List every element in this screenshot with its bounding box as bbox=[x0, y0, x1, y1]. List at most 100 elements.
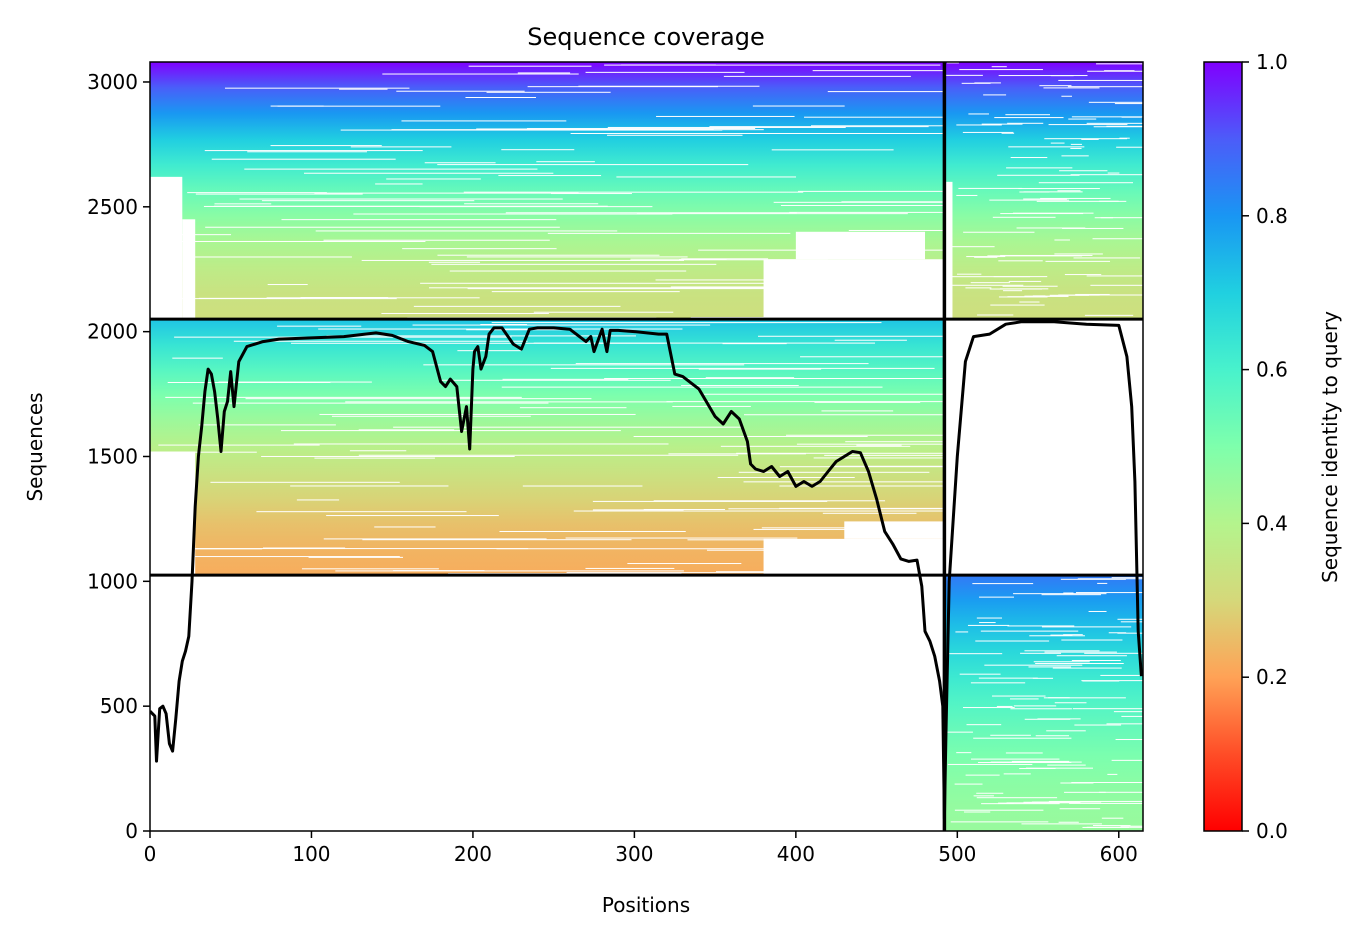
coverage-gap-line bbox=[1121, 715, 1143, 717]
coverage-gap-line bbox=[998, 75, 1088, 77]
coverage-gap-line bbox=[314, 457, 435, 459]
coverage-gap-line bbox=[1023, 198, 1067, 200]
coverage-gap-line bbox=[1061, 639, 1123, 641]
coverage-gap-line bbox=[681, 385, 799, 387]
coverage-gap-line bbox=[627, 563, 742, 565]
coverage-gap-line bbox=[1111, 759, 1143, 761]
coverage-gap-line bbox=[1046, 730, 1086, 732]
coverage-gap-line bbox=[1096, 63, 1143, 65]
coverage-gap-line bbox=[973, 795, 994, 797]
coverage-gap-line bbox=[496, 548, 857, 550]
coverage-gap-line bbox=[1048, 697, 1070, 699]
coverage-gap-line bbox=[323, 538, 547, 540]
coverage-gap-line bbox=[256, 511, 467, 513]
coverage-gap-line bbox=[811, 125, 945, 127]
coverage-gap-line bbox=[468, 65, 592, 67]
x-tick-label: 0 bbox=[144, 842, 157, 866]
coverage-gap-line bbox=[1090, 284, 1143, 286]
coverage-gap-line bbox=[293, 443, 669, 445]
coverage-gap-line bbox=[758, 335, 945, 337]
coverage-gap-line bbox=[1023, 801, 1035, 803]
coverage-gap-line bbox=[1057, 190, 1081, 192]
coverage-gap-line bbox=[438, 379, 671, 381]
coverage-gap-line bbox=[1097, 582, 1108, 584]
coverage-gap-line bbox=[981, 123, 1023, 125]
coverage-gap-line bbox=[1072, 708, 1143, 710]
coverage-gap-line bbox=[464, 203, 599, 205]
coverage-gap-line bbox=[984, 664, 1083, 666]
coverage-gap-line bbox=[991, 66, 1007, 68]
coverage-gap-line bbox=[970, 682, 1026, 684]
coverage-gap-line bbox=[980, 630, 1079, 632]
coverage-gap-line bbox=[522, 485, 643, 487]
x-tick-label: 400 bbox=[777, 842, 815, 866]
coverage-gap-line bbox=[570, 132, 945, 134]
coverage-gap-line bbox=[1032, 295, 1046, 297]
coverage-gap-line bbox=[955, 631, 969, 633]
coverage-gap-line bbox=[1101, 817, 1124, 819]
coverage-gap-line bbox=[1037, 718, 1081, 720]
coverage-gap-line bbox=[1016, 227, 1086, 229]
coverage-gap-line bbox=[1086, 826, 1143, 828]
coverage-gap-line bbox=[291, 342, 665, 344]
coverage-gap-line bbox=[526, 128, 756, 130]
colorbar-tick-label: 0.4 bbox=[1256, 511, 1288, 535]
coverage-gap-line bbox=[827, 91, 945, 93]
coverage-gap-line bbox=[1037, 295, 1069, 297]
coverage-gap-line bbox=[990, 734, 1031, 736]
coverage-gap-line bbox=[1064, 791, 1106, 793]
coverage-gap-line bbox=[261, 455, 515, 457]
coverage-gap-line bbox=[465, 96, 536, 98]
coverage-gap-line bbox=[993, 276, 1048, 278]
coverage-gap-line bbox=[1120, 825, 1143, 827]
coverage-gap-line bbox=[247, 151, 367, 153]
coverage-gap-line bbox=[1064, 274, 1102, 276]
coverage-gap-line bbox=[1100, 217, 1143, 219]
coverage-gap-line bbox=[975, 640, 1050, 642]
coverage-gap-line bbox=[1007, 625, 1075, 627]
coverage-gap-line bbox=[533, 342, 876, 344]
coverage-gap-line bbox=[1061, 155, 1089, 157]
coverage-gap-line bbox=[959, 69, 1043, 71]
coverage-gap-line bbox=[204, 150, 423, 152]
coverage-gap-line bbox=[1073, 257, 1141, 259]
coverage-gap-line bbox=[949, 653, 1003, 655]
coverage-gap-line bbox=[963, 811, 991, 813]
coverage-gap-line bbox=[1043, 697, 1126, 699]
coverage-gap-line bbox=[1007, 122, 1044, 124]
coverage-gap-line bbox=[393, 570, 485, 572]
coverage-gap-line bbox=[990, 304, 1045, 306]
coverage-gap-line bbox=[1018, 188, 1100, 190]
y-axis-label: Sequences bbox=[23, 392, 47, 501]
coverage-gap-line bbox=[946, 284, 1024, 286]
coverage-gap-line bbox=[1108, 632, 1127, 634]
coverage-gap-line bbox=[423, 364, 745, 366]
coverage-gap-line bbox=[954, 783, 983, 785]
coverage-gap-line bbox=[976, 792, 1004, 794]
coverage-gap-line bbox=[1005, 752, 1043, 754]
coverage-gap-line bbox=[362, 539, 632, 541]
coverage-gap-line bbox=[301, 568, 439, 570]
coverage-gap-line bbox=[845, 441, 945, 443]
coverage-gap-line bbox=[1061, 95, 1072, 97]
coverage-gap-line bbox=[466, 329, 570, 331]
x-tick-label: 300 bbox=[615, 842, 653, 866]
coverage-gap-line bbox=[841, 201, 945, 203]
coverage-gap-line bbox=[1045, 260, 1111, 262]
coverage-gap-line bbox=[976, 617, 1003, 619]
coverage-gap-line bbox=[1010, 157, 1048, 159]
coverage-gap-line bbox=[800, 356, 945, 358]
coverage-gap-line bbox=[1007, 296, 1025, 298]
coverage-gap-line bbox=[977, 314, 1014, 316]
coverage-gap-line bbox=[326, 335, 636, 337]
coverage-gap-line bbox=[1024, 650, 1100, 652]
coverage-gap-line bbox=[566, 572, 898, 574]
coverage-gap-line bbox=[979, 622, 996, 624]
coverage-gap-line bbox=[1070, 143, 1082, 145]
coverage-gap-line bbox=[1032, 677, 1054, 679]
coverage-gap-line bbox=[1117, 632, 1143, 634]
coverage-gap-line bbox=[957, 273, 982, 275]
coverage-gap-line bbox=[431, 263, 717, 265]
coverage-gap-line bbox=[1099, 791, 1143, 793]
coverage-gap bbox=[150, 451, 196, 576]
